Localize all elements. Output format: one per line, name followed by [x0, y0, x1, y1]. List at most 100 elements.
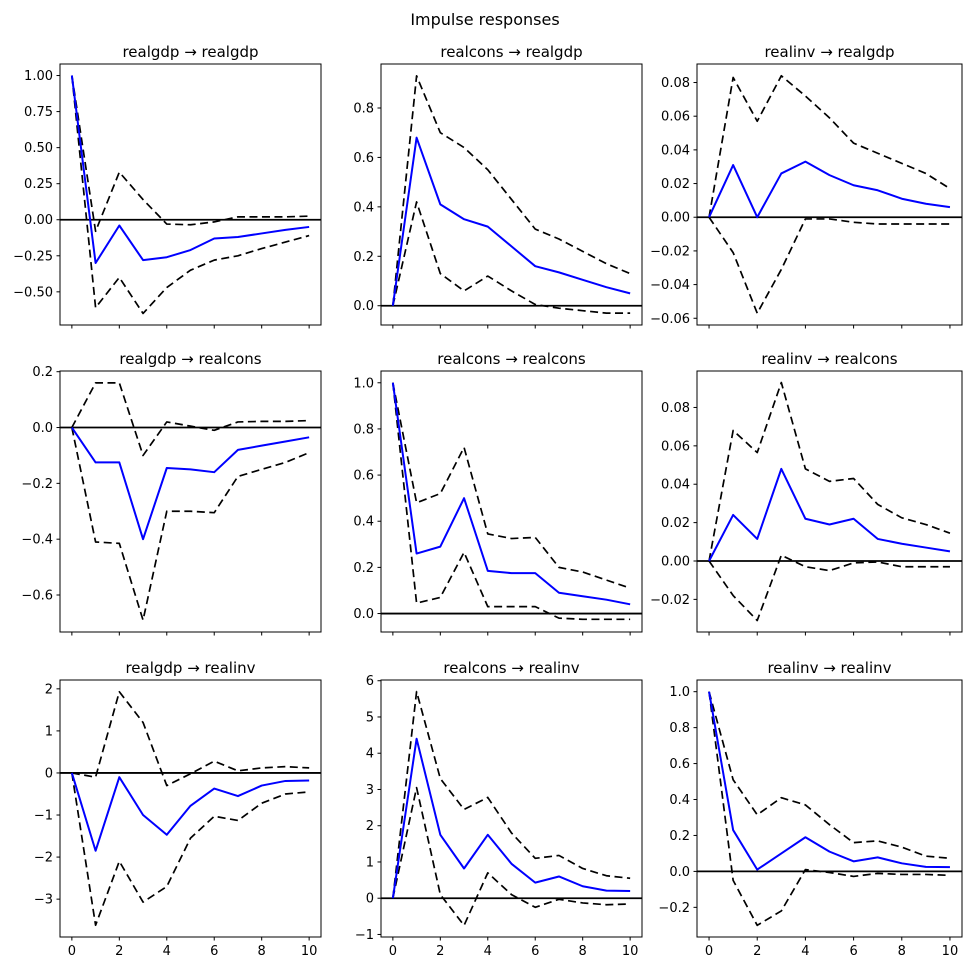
y-tick-label: 0.06 — [661, 110, 690, 125]
y-tick-label: 0.4 — [353, 515, 374, 530]
x-tick-label: 2 — [115, 944, 123, 959]
axes-frame — [59, 63, 322, 326]
series-response — [391, 382, 631, 606]
series-response — [71, 426, 310, 541]
axes-frame — [59, 679, 322, 938]
y-tick-label: −1 — [355, 928, 374, 943]
y-tick-label: 0.00 — [661, 554, 690, 569]
x-tick-label: 2 — [753, 944, 761, 959]
y-tick-label: 0.04 — [661, 478, 690, 493]
x-tick-label: 10 — [301, 944, 318, 959]
y-tick-label: −0.4 — [21, 533, 53, 548]
y-tick-label: 0.4 — [353, 200, 374, 215]
y-tick-label: 0.6 — [353, 151, 374, 166]
series-lower_ci — [71, 427, 310, 621]
y-tick-label: 0.0 — [32, 421, 53, 436]
y-tick-label: 0.75 — [24, 105, 53, 120]
x-tick-label: 0 — [705, 944, 713, 959]
y-tick-label: 0.6 — [353, 469, 374, 484]
series-lower_ci — [392, 201, 631, 314]
series-upper_ci — [392, 690, 631, 899]
y-tick-label: 0.25 — [24, 177, 53, 192]
series-lower_ci — [392, 786, 631, 927]
y-tick-label: 0.0 — [669, 865, 690, 880]
y-tick-label: 0 — [366, 892, 374, 907]
subplot-title: realinv → realgdp — [764, 43, 894, 61]
series-response — [708, 467, 951, 562]
subplot-title: realcons → realinv — [443, 659, 579, 677]
subplot-realgdp-realgdp: 1.00 0.75 0.50 0.25 0.00 −0.25 −0.50 realgdp → … — [13, 43, 322, 329]
subplot-title: realgdp → realinv — [125, 659, 255, 677]
axes-frame — [696, 679, 963, 938]
series-lower_ci — [708, 554, 950, 622]
series-lower_ci — [392, 382, 631, 621]
y-tick-label: −0.25 — [13, 249, 53, 264]
y-tick-label: 0.06 — [661, 439, 690, 454]
y-tick-label: 2 — [366, 819, 374, 834]
series-upper_ci — [392, 382, 631, 589]
y-tick-label: 0.6 — [669, 757, 690, 772]
axes-frame — [380, 370, 643, 633]
x-tick-label: 6 — [849, 944, 857, 959]
series-lower_ci — [708, 216, 950, 315]
y-tick-label: 0.2 — [353, 561, 374, 576]
subplot-title: realinv → realinv — [767, 659, 891, 677]
y-tick-label: 5 — [366, 710, 374, 725]
y-tick-label: 0 — [45, 766, 53, 781]
x-tick-label: 10 — [622, 944, 639, 959]
y-tick-label: −1 — [34, 809, 53, 824]
y-tick-label: −0.50 — [13, 285, 53, 300]
axes-frame — [696, 370, 963, 633]
figure-title: Impulse responses — [410, 10, 559, 29]
series-upper_ci — [708, 691, 951, 860]
x-tick-label: 8 — [258, 944, 266, 959]
series-upper_ci — [71, 75, 310, 233]
y-tick-label: −2 — [34, 851, 53, 866]
y-tick-label: 6 — [366, 674, 374, 689]
series-response — [70, 772, 310, 852]
series-response — [70, 75, 310, 264]
axes-frame — [380, 63, 643, 326]
y-tick-label: 0.8 — [353, 422, 374, 437]
x-tick-label: 6 — [210, 944, 218, 959]
y-tick-label: 0.08 — [661, 76, 690, 91]
subplot-title: realcons → realcons — [437, 350, 586, 368]
x-tick-label: 4 — [163, 944, 171, 959]
x-tick-label: 4 — [801, 944, 809, 959]
y-tick-label: 0.02 — [661, 177, 690, 192]
subplot-realgdp-realcons: 0.2 0.0 −0.2 −0.4 −0.6 realgdp → realcons — [21, 350, 322, 636]
x-tick-label: 8 — [579, 944, 587, 959]
y-tick-label: 4 — [366, 747, 374, 762]
series-lower_ci — [71, 772, 310, 927]
series-response — [708, 160, 951, 219]
subplot-title: realcons → realgdp — [440, 43, 582, 61]
subplot-title: realgdp → realcons — [119, 350, 261, 368]
y-tick-label: 0.2 — [669, 829, 690, 844]
y-tick-label: 1 — [45, 724, 53, 739]
y-tick-label: 2 — [45, 682, 53, 697]
y-tick-label: 1 — [366, 855, 374, 870]
y-tick-label: 0.8 — [353, 101, 374, 116]
y-tick-label: 0.50 — [24, 141, 53, 156]
axes-frame — [380, 679, 643, 938]
y-tick-label: −0.2 — [21, 477, 53, 492]
series-response — [391, 737, 631, 899]
y-tick-label: 0.08 — [661, 401, 690, 416]
subplot-realinv-realcons: 0.08 0.06 0.04 0.02 0.00 −0.02 realinv → realc… — [650, 350, 963, 636]
y-tick-label: 0.04 — [661, 143, 690, 158]
y-tick-label: −0.2 — [658, 901, 690, 916]
subplot-realcons-realcons: 1.0 0.8 0.6 0.4 0.2 0.0 realcons → realcons — [353, 350, 643, 636]
y-tick-label: 0.8 — [669, 721, 690, 736]
series-lower_ci — [708, 691, 950, 927]
y-tick-label: 0.4 — [669, 793, 690, 808]
series-response — [708, 691, 950, 871]
y-tick-label: 0.00 — [24, 213, 53, 228]
series-upper_ci — [708, 381, 951, 562]
x-tick-label: 8 — [898, 944, 906, 959]
subplot-realinv-realinv: 1.0 0.8 0.6 0.4 0.2 0.0 −0.2 0 2 4 6 8 10 realinv → r… — [658, 659, 963, 959]
subplot-realinv-realgdp: 0.08 0.06 0.04 0.02 0.00 −0.02 −0.04 −0.06 reali… — [650, 43, 963, 329]
